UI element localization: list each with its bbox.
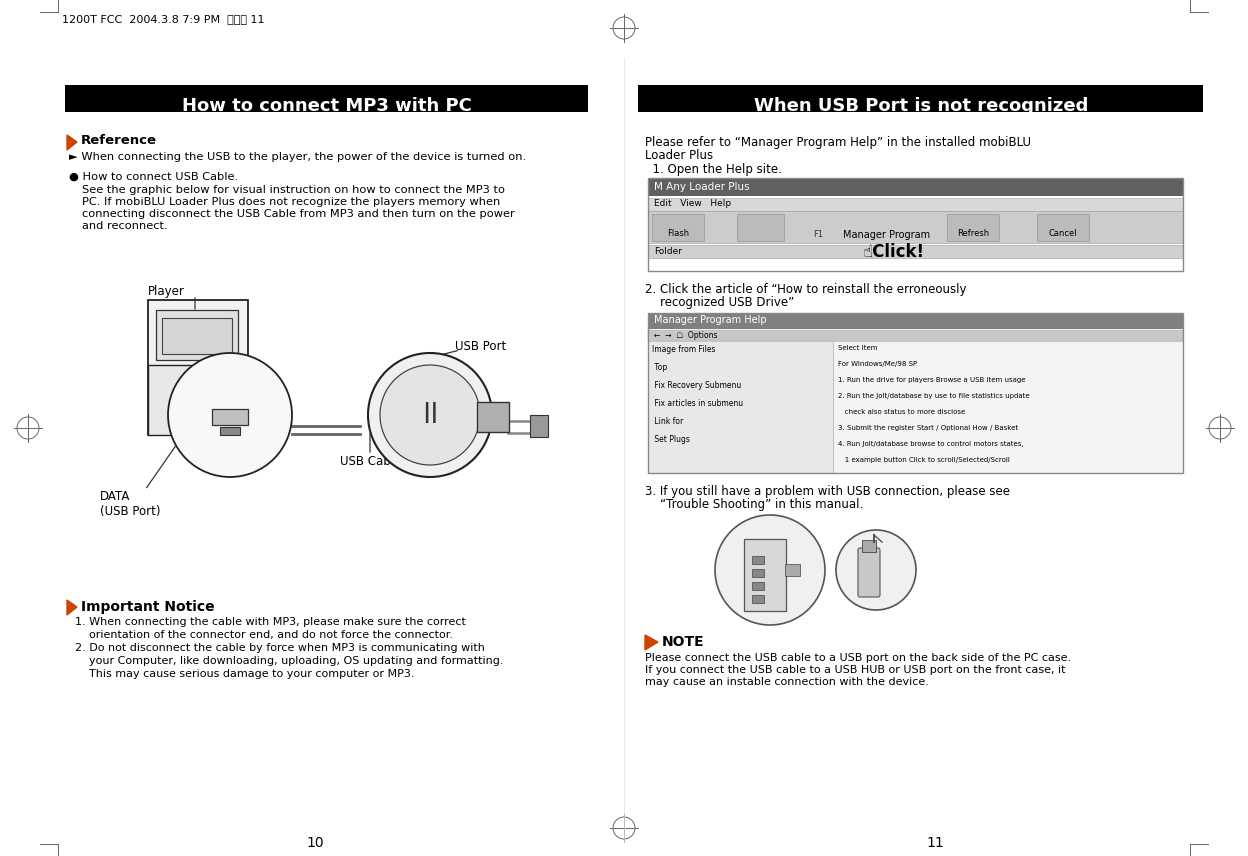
Text: Please refer to “Manager Program Help” in the installed mobiBLU: Please refer to “Manager Program Help” i… bbox=[645, 136, 1031, 149]
FancyBboxPatch shape bbox=[859, 548, 880, 597]
Circle shape bbox=[368, 353, 492, 477]
Text: NOTE: NOTE bbox=[661, 635, 705, 649]
Text: Folder: Folder bbox=[654, 247, 681, 256]
Text: Manager Program: Manager Program bbox=[842, 230, 930, 240]
Text: Refresh: Refresh bbox=[957, 229, 990, 238]
Text: Link for: Link for bbox=[651, 417, 683, 426]
Polygon shape bbox=[67, 600, 77, 615]
FancyBboxPatch shape bbox=[220, 427, 240, 435]
FancyBboxPatch shape bbox=[862, 540, 876, 552]
Text: recognized USB Drive”: recognized USB Drive” bbox=[645, 296, 794, 309]
FancyBboxPatch shape bbox=[149, 300, 248, 435]
Text: ☝Click!: ☝Click! bbox=[864, 243, 925, 261]
FancyBboxPatch shape bbox=[648, 245, 1183, 258]
Text: may cause an instable connection with the device.: may cause an instable connection with th… bbox=[645, 677, 929, 687]
Polygon shape bbox=[645, 635, 658, 650]
Text: Fix Recovery Submenu: Fix Recovery Submenu bbox=[651, 381, 741, 390]
FancyBboxPatch shape bbox=[738, 214, 784, 241]
Text: 3. Submit the register Start / Optional How / Basket: 3. Submit the register Start / Optional … bbox=[837, 425, 1018, 431]
Text: connecting disconnect the USB Cable from MP3 and then turn on the power: connecting disconnect the USB Cable from… bbox=[82, 209, 514, 219]
Text: Set Plugs: Set Plugs bbox=[651, 435, 690, 444]
Text: 2. Run the Jolt/database by use to file statistics update: 2. Run the Jolt/database by use to file … bbox=[837, 393, 1030, 399]
FancyBboxPatch shape bbox=[638, 85, 1203, 112]
FancyBboxPatch shape bbox=[832, 341, 1183, 473]
FancyBboxPatch shape bbox=[753, 595, 764, 603]
Text: “Trouble Shooting” in this manual.: “Trouble Shooting” in this manual. bbox=[645, 498, 864, 511]
FancyBboxPatch shape bbox=[648, 178, 1183, 196]
FancyBboxPatch shape bbox=[785, 564, 800, 576]
Text: orientation of the connector end, and do not force the connector.: orientation of the connector end, and do… bbox=[75, 630, 453, 640]
FancyBboxPatch shape bbox=[156, 310, 238, 360]
FancyBboxPatch shape bbox=[648, 341, 832, 473]
Text: Top: Top bbox=[651, 363, 668, 372]
Text: 2. Click the article of “How to reinstall the erroneously: 2. Click the article of “How to reinstal… bbox=[645, 283, 966, 296]
Text: ● How to connect USB Cable.: ● How to connect USB Cable. bbox=[69, 172, 238, 182]
FancyBboxPatch shape bbox=[190, 405, 218, 415]
Text: See the graphic below for visual instruction on how to connect the MP3 to: See the graphic below for visual instruc… bbox=[82, 185, 505, 195]
Text: 10: 10 bbox=[306, 836, 323, 850]
FancyBboxPatch shape bbox=[648, 211, 1183, 243]
Circle shape bbox=[168, 353, 292, 477]
Text: How to connect MP3 with PC: How to connect MP3 with PC bbox=[182, 97, 472, 115]
Text: DATA
(USB Port): DATA (USB Port) bbox=[100, 490, 161, 518]
FancyBboxPatch shape bbox=[744, 539, 786, 611]
FancyBboxPatch shape bbox=[753, 556, 764, 564]
Text: Manager Program Help: Manager Program Help bbox=[654, 315, 766, 325]
FancyBboxPatch shape bbox=[648, 330, 1183, 341]
Text: Reference: Reference bbox=[81, 134, 157, 147]
FancyBboxPatch shape bbox=[477, 402, 509, 432]
FancyBboxPatch shape bbox=[947, 214, 998, 241]
Text: F1: F1 bbox=[812, 230, 824, 239]
Text: check also status to more disclose: check also status to more disclose bbox=[837, 409, 965, 415]
Text: Important Notice: Important Notice bbox=[81, 600, 215, 614]
Text: USB Cable: USB Cable bbox=[339, 455, 402, 468]
Text: Edit   View   Help: Edit View Help bbox=[654, 199, 731, 208]
Text: Cancel: Cancel bbox=[1048, 229, 1077, 238]
Text: Player: Player bbox=[149, 285, 185, 298]
FancyBboxPatch shape bbox=[753, 582, 764, 590]
FancyBboxPatch shape bbox=[149, 365, 248, 435]
Text: 4. Run Jolt/database browse to control motors states,: 4. Run Jolt/database browse to control m… bbox=[837, 441, 1023, 447]
Text: 3. If you still have a problem with USB connection, please see: 3. If you still have a problem with USB … bbox=[645, 485, 1010, 498]
FancyBboxPatch shape bbox=[530, 415, 548, 437]
Circle shape bbox=[379, 365, 480, 465]
FancyBboxPatch shape bbox=[1037, 214, 1090, 241]
FancyBboxPatch shape bbox=[65, 85, 588, 112]
FancyBboxPatch shape bbox=[648, 198, 1183, 211]
Text: 1. Open the Help site.: 1. Open the Help site. bbox=[645, 163, 782, 176]
Text: and reconnect.: and reconnect. bbox=[82, 221, 167, 231]
Text: 1 example button Click to scroll/Selected/Scroll: 1 example button Click to scroll/Selecte… bbox=[837, 457, 1010, 463]
Text: This may cause serious damage to your computer or MP3.: This may cause serious damage to your co… bbox=[75, 669, 414, 679]
Text: 1. When connecting the cable with MP3, please make sure the correct: 1. When connecting the cable with MP3, p… bbox=[75, 617, 466, 627]
Text: Please connect the USB cable to a USB port on the back side of the PC case.: Please connect the USB cable to a USB po… bbox=[645, 653, 1071, 663]
FancyBboxPatch shape bbox=[651, 214, 704, 241]
FancyBboxPatch shape bbox=[648, 313, 1183, 329]
Text: PC. If mobiBLU Loader Plus does not recognize the players memory when: PC. If mobiBLU Loader Plus does not reco… bbox=[82, 197, 500, 207]
FancyBboxPatch shape bbox=[212, 409, 248, 425]
Text: 2. Do not disconnect the cable by force when MP3 is communicating with: 2. Do not disconnect the cable by force … bbox=[75, 643, 485, 653]
Text: Select Item: Select Item bbox=[837, 345, 877, 351]
Text: ► When connecting the USB to the player, the power of the device is turned on.: ► When connecting the USB to the player,… bbox=[69, 152, 527, 162]
Text: 1. Run the drive for players Browse a USB item usage: 1. Run the drive for players Browse a US… bbox=[837, 377, 1026, 383]
Circle shape bbox=[715, 515, 825, 625]
Text: Loader Plus: Loader Plus bbox=[645, 149, 713, 162]
Text: 11: 11 bbox=[926, 836, 943, 850]
Polygon shape bbox=[67, 135, 77, 150]
Text: When USB Port is not recognized: When USB Port is not recognized bbox=[754, 97, 1088, 115]
Text: USB Port: USB Port bbox=[456, 340, 507, 353]
Text: Image from Files: Image from Files bbox=[651, 345, 715, 354]
Circle shape bbox=[836, 530, 916, 610]
FancyBboxPatch shape bbox=[753, 569, 764, 577]
Text: ||: || bbox=[422, 401, 438, 423]
Text: Flash: Flash bbox=[666, 229, 689, 238]
Text: ←  →  ☖  Options: ← → ☖ Options bbox=[654, 331, 718, 340]
FancyBboxPatch shape bbox=[162, 318, 232, 354]
Text: M Any Loader Plus: M Any Loader Plus bbox=[654, 182, 750, 192]
Text: Fix articles in submenu: Fix articles in submenu bbox=[651, 399, 743, 408]
Text: For Windows/Me/98 SP: For Windows/Me/98 SP bbox=[837, 361, 917, 367]
Text: If you connect the USB cable to a USB HUB or USB port on the front case, it: If you connect the USB cable to a USB HU… bbox=[645, 665, 1066, 675]
Text: 1200T FCC  2004.3.8 7:9 PM  페이지 11: 1200T FCC 2004.3.8 7:9 PM 페이지 11 bbox=[62, 14, 265, 24]
Text: your Computer, like downloading, uploading, OS updating and formatting.: your Computer, like downloading, uploadi… bbox=[75, 656, 503, 666]
